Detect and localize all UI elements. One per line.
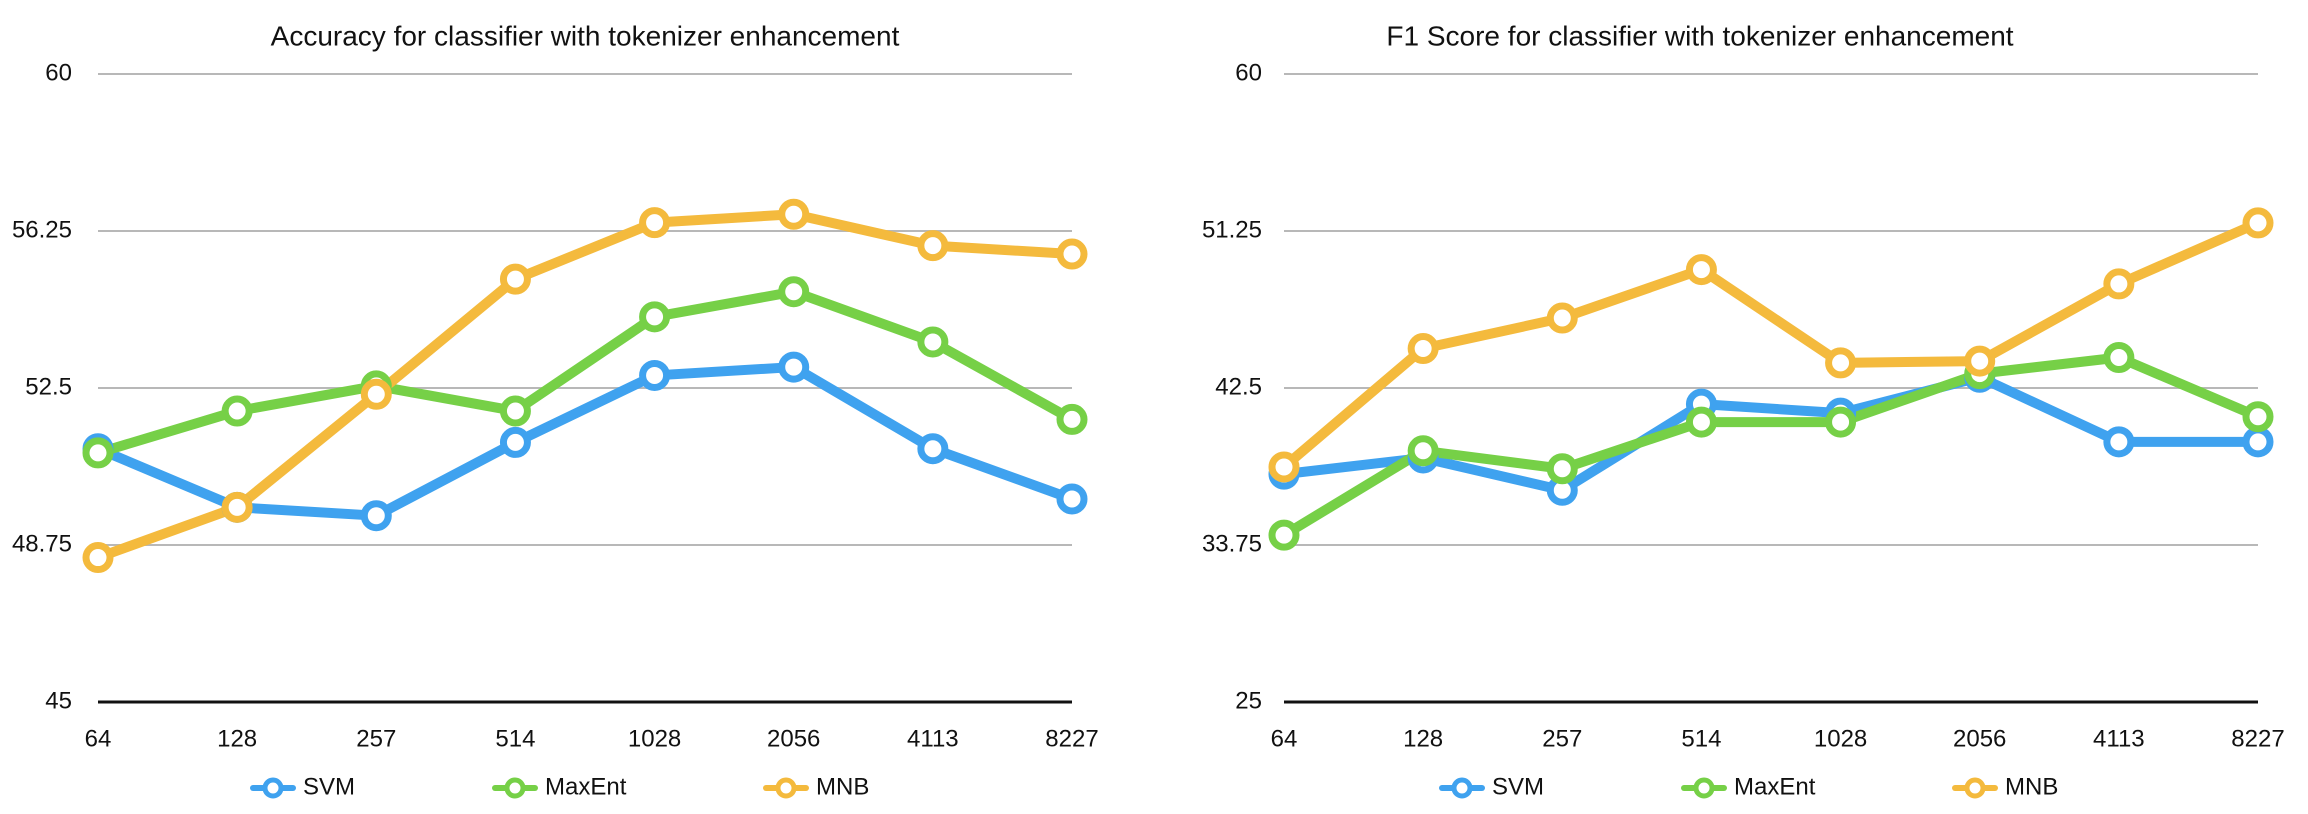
data-point-maxent [639,301,671,333]
data-point-mnb [1685,254,1717,286]
data-point-maxent [1268,519,1300,551]
y-tick-label: 56.25 [12,216,72,243]
chart-title: F1 Score for classifier with tokenizer e… [1386,20,2013,51]
x-tick-label: 64 [1271,725,1298,752]
data-point-mnb [499,263,531,295]
legend-item-svm: SVM [250,773,355,800]
data-point-maxent [917,326,949,358]
legend-swatch-marker [1964,777,1986,799]
x-tick-label: 8227 [1045,725,1098,752]
data-point-maxent [1407,435,1439,467]
legend-label: MaxEnt [545,773,627,800]
data-point-maxent [1056,403,1088,435]
x-tick-label: 4113 [2093,725,2145,752]
legend-item-mnb: MNB [763,773,869,800]
y-tick-label: 52.5 [25,373,72,400]
legend-label: MNB [816,773,869,800]
data-point-maxent [778,276,810,308]
data-point-mnb [1964,345,1996,377]
data-point-mnb [82,542,114,574]
data-point-mnb [778,198,810,230]
series-line-maxent [1279,352,2263,541]
x-tick-label: 128 [217,725,257,752]
data-point-svm [1056,483,1088,515]
x-tick-label: 514 [495,725,535,752]
series-line-svm [93,362,1077,521]
x-tick-label: 514 [1681,725,1721,752]
x-tick-label: 257 [356,725,396,752]
legend-swatch-marker [1693,777,1715,799]
data-point-maxent [221,395,253,427]
data-point-mnb [917,230,949,262]
x-tick-label: 1028 [628,725,681,752]
x-tick-label: 1028 [1814,725,1867,752]
x-tick-label: 64 [85,725,112,752]
x-tick-label: 2056 [1953,725,2006,752]
data-point-mnb [2103,268,2135,300]
data-point-mnb [2242,207,2274,239]
legend-label: MaxEnt [1734,773,1816,800]
chart-1: Accuracy for classifier with tokenizer e… [12,20,1099,800]
data-point-svm [360,500,392,532]
y-tick-label: 60 [1235,59,1262,86]
data-point-svm [2103,426,2135,458]
series-line-mnb [93,209,1077,563]
data-point-mnb [221,491,253,523]
y-tick-label: 42.5 [1215,373,1262,400]
data-point-svm [917,433,949,465]
x-tick-label: 128 [1403,725,1443,752]
data-point-maxent [2242,401,2274,433]
data-point-svm [499,426,531,458]
legend-swatch-marker [775,777,797,799]
data-point-mnb [1407,333,1439,365]
legend-label: SVM [303,773,355,800]
data-point-maxent [1685,406,1717,438]
data-point-maxent [1546,453,1578,485]
legend-label: MNB [2005,773,2058,800]
data-point-maxent [82,437,114,469]
data-point-mnb [360,378,392,410]
legend-item-maxent: MaxEnt [492,773,627,800]
data-point-mnb [639,207,671,239]
legend-swatch-marker [504,777,526,799]
data-point-maxent [499,395,531,427]
series-line-svm [1279,372,2263,496]
data-point-svm [778,351,810,383]
x-tick-label: 257 [1542,725,1582,752]
y-tick-label: 48.75 [12,530,72,557]
legend-item-mnb: MNB [1952,773,2058,800]
x-tick-label: 8227 [2231,725,2284,752]
legend-label: SVM [1492,773,1544,800]
legend-swatch-marker [262,777,284,799]
legend-item-maxent: MaxEnt [1681,773,1816,800]
y-tick-label: 45 [45,687,72,714]
y-tick-label: 60 [45,59,72,86]
y-tick-label: 25 [1235,687,1262,714]
data-point-svm [639,359,671,391]
data-point-maxent [1825,406,1857,438]
data-point-mnb [1268,451,1300,483]
data-point-mnb [1546,302,1578,334]
legend-item-svm: SVM [1439,773,1544,800]
series-line-mnb [1279,217,2263,472]
chart-title: Accuracy for classifier with tokenizer e… [271,20,900,51]
x-tick-label: 4113 [907,725,959,752]
data-point-mnb [1056,238,1088,270]
data-point-maxent [2103,341,2135,373]
chart-2: F1 Score for classifier with tokenizer e… [1202,20,2285,800]
y-tick-label: 33.75 [1202,530,1262,557]
y-tick-label: 51.25 [1202,216,1262,243]
series-line-maxent [93,286,1077,458]
data-point-svm [2242,426,2274,458]
data-point-mnb [1825,347,1857,379]
x-tick-label: 2056 [767,725,820,752]
legend-swatch-marker [1451,777,1473,799]
